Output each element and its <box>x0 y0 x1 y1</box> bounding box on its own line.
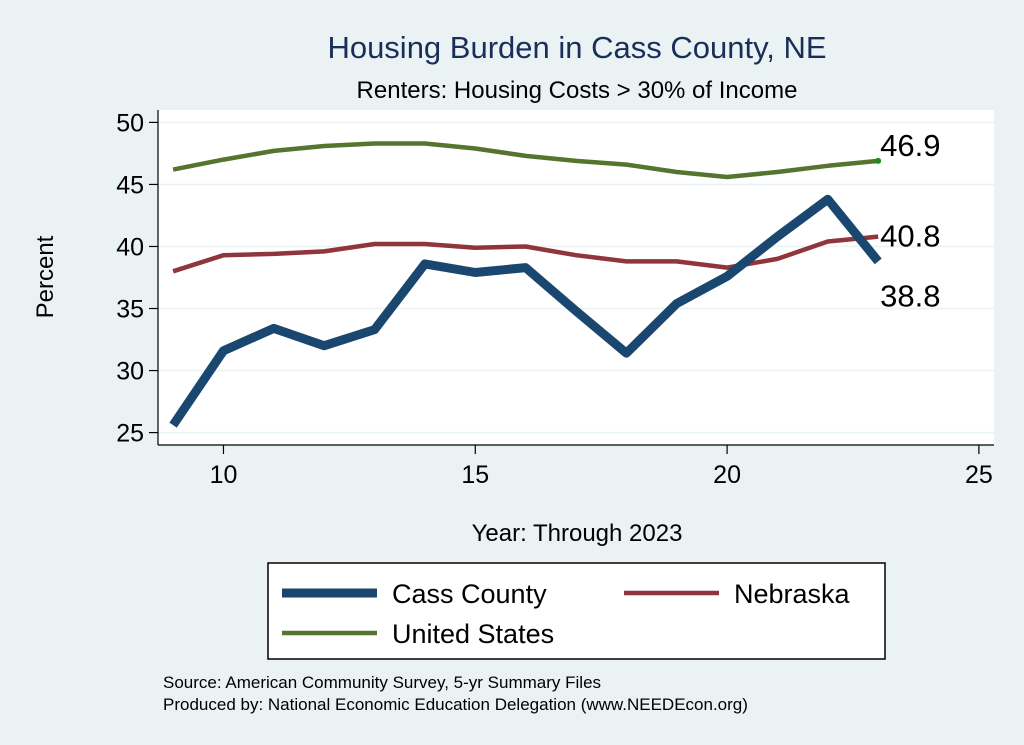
end-label-nebraska: 40.8 <box>880 219 940 254</box>
x-axis-ticks: 10 15 20 25 <box>210 445 993 489</box>
end-label-united-states: 46.9 <box>880 128 940 163</box>
plot-area <box>158 110 994 445</box>
y-tick-label: 30 <box>116 358 144 386</box>
y-tick-label: 25 <box>116 420 144 448</box>
y-tick-label: 45 <box>116 171 144 199</box>
x-axis-title: Year: Through 2023 <box>472 520 683 547</box>
x-tick-label: 20 <box>713 461 741 489</box>
y-tick-label: 35 <box>116 296 144 324</box>
x-tick-label: 25 <box>965 461 993 489</box>
series-line-nebraska <box>172 234 879 274</box>
end-labels: 38.8 40.8 46.9 <box>880 128 940 313</box>
end-label-cass-county: 38.8 <box>880 278 940 313</box>
legend: Cass County Nebraska United States <box>267 562 886 660</box>
end-point-united-states <box>875 157 882 164</box>
x-tick-label: 10 <box>210 461 238 489</box>
chart-title: Housing Burden in Cass County, NE <box>327 30 826 65</box>
legend-label-nebraska: Nebraska <box>734 579 851 609</box>
series-line-cass-county <box>169 194 882 428</box>
source-note: Source: American Community Survey, 5-yr … <box>163 673 601 692</box>
y-tick-label: 40 <box>116 233 144 261</box>
y-axis-ticks: 25 30 35 40 45 50 <box>116 109 158 448</box>
legend-label-cass-county: Cass County <box>392 579 547 609</box>
legend-label-united-states: United States <box>392 619 554 649</box>
series-lines <box>169 141 882 428</box>
x-tick-label: 15 <box>461 461 489 489</box>
chart-subtitle: Renters: Housing Costs > 30% of Income <box>357 77 798 104</box>
legend-box <box>267 562 886 660</box>
y-axis-title: Percent <box>32 235 59 318</box>
y-tick-label: 50 <box>116 109 144 137</box>
series-line-united-states <box>172 141 879 180</box>
produced-by-note: Produced by: National Economic Education… <box>163 695 748 714</box>
legend-items: Cass County Nebraska United States <box>282 579 851 649</box>
